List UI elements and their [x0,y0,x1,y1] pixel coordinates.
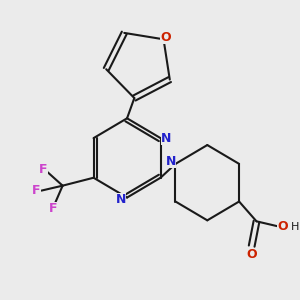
Text: N: N [161,132,172,145]
Text: F: F [32,184,41,197]
Text: O: O [277,220,288,233]
Text: F: F [39,163,48,176]
Text: N: N [116,193,126,206]
Text: H: H [291,222,299,232]
Text: O: O [246,248,257,260]
Text: N: N [166,155,176,168]
Text: F: F [49,202,57,215]
Text: O: O [160,31,171,44]
